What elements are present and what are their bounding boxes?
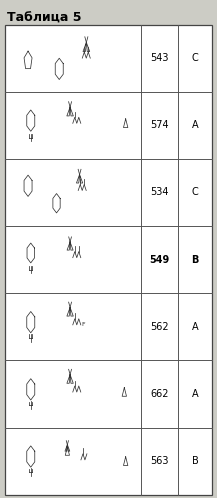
Text: C: C: [192, 53, 198, 63]
Text: F: F: [81, 322, 85, 327]
Text: Таблица 5: Таблица 5: [7, 11, 82, 24]
Text: A: A: [192, 389, 198, 399]
Text: B: B: [192, 456, 198, 466]
Text: A: A: [192, 322, 198, 332]
Text: 574: 574: [150, 121, 169, 130]
Text: 563: 563: [150, 456, 168, 466]
Text: B: B: [191, 254, 199, 264]
Text: C: C: [192, 187, 198, 198]
Text: 562: 562: [150, 322, 169, 332]
Text: A: A: [192, 121, 198, 130]
Text: 662: 662: [150, 389, 168, 399]
Text: 534: 534: [150, 187, 168, 198]
Text: 549: 549: [149, 254, 169, 264]
Text: 543: 543: [150, 53, 168, 63]
